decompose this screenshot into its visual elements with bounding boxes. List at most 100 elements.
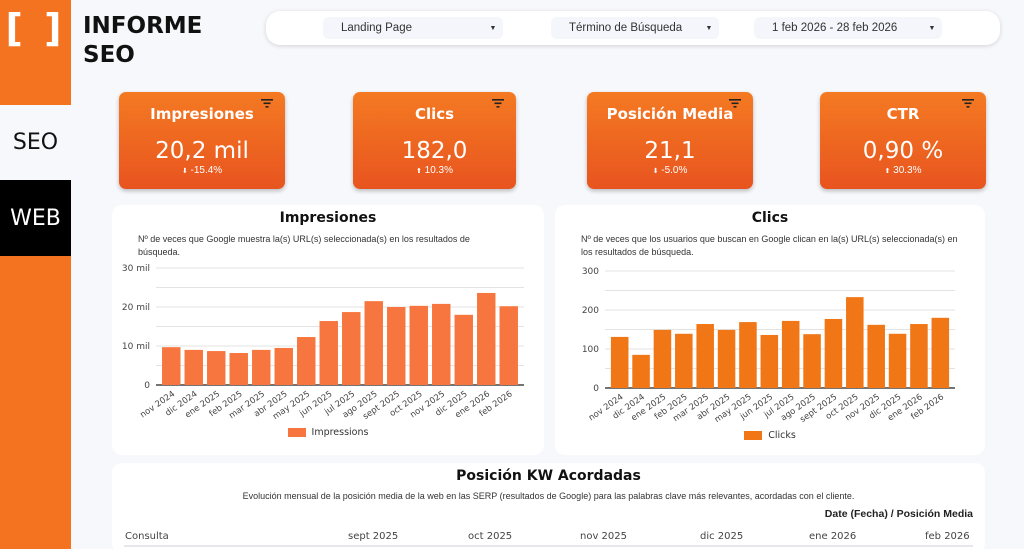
kpi-card-clicks: Clics 182,0 ⬆ 10.3% [353, 92, 516, 189]
bar[interactable] [717, 329, 736, 388]
column-header-query[interactable]: Consulta [125, 531, 169, 542]
bar[interactable] [867, 324, 885, 388]
table-title: Posición KW Acordadas [456, 468, 641, 484]
date-range-label: 1 feb 2026 - 28 feb 2026 [772, 22, 898, 34]
bar[interactable] [499, 306, 518, 385]
chart-description: Nº de veces que los usuarios que buscan … [581, 234, 958, 257]
bar[interactable] [207, 351, 226, 385]
column-header-feb-2026[interactable]: feb 2026 [925, 531, 970, 542]
column-header-nov-2025[interactable]: nov 2025 [580, 531, 628, 542]
column-header-dic-2025[interactable]: dic 2025 [700, 531, 744, 542]
bar[interactable] [319, 321, 338, 385]
kpi-title: Posición Media [606, 105, 734, 123]
legend-label: Impressions [311, 427, 369, 438]
bar[interactable] [610, 336, 629, 388]
bar[interactable] [342, 312, 361, 385]
svg-text:300: 300 [582, 267, 599, 277]
bar[interactable] [229, 353, 248, 385]
kpi-delta: ⬇ -5.0% [652, 165, 688, 176]
legend-swatch [287, 428, 306, 437]
caret-down-icon: ▼ [928, 24, 936, 32]
kpi-delta: ⬆ 30.3% [884, 165, 922, 176]
table-group-header: Date (Fecha) / Posición Media [824, 508, 973, 520]
filter-icon[interactable] [729, 99, 741, 108]
bar[interactable] [162, 347, 181, 385]
table-description: Evolución mensual de la posición media d… [242, 491, 855, 501]
arrow-down-icon: ⬇ [181, 168, 188, 175]
kpi-value: 21,1 [644, 138, 696, 164]
column-header-oct-2025[interactable]: oct 2025 [468, 531, 513, 542]
bar[interactable] [675, 333, 693, 388]
caret-down-icon: ▼ [705, 24, 713, 32]
chart-title: Clics [751, 210, 789, 226]
column-header-sept-2025[interactable]: sept 2025 [348, 531, 399, 542]
svg-text:20 mil: 20 mil [122, 303, 150, 313]
chart-legend: Clicks [555, 430, 985, 441]
bar[interactable] [274, 347, 293, 385]
bar[interactable] [888, 333, 907, 388]
search-term-filter-label: Término de Búsqueda [569, 22, 683, 34]
bar[interactable] [364, 301, 383, 385]
bar[interactable] [387, 307, 406, 385]
bar[interactable] [739, 322, 757, 388]
column-header-ene-2026[interactable]: ene 2026 [809, 531, 857, 542]
kpi-value: 182,0 [401, 138, 468, 164]
svg-text:100: 100 [582, 345, 599, 355]
chart-legend: Impressions [112, 427, 544, 438]
filter-icon[interactable] [492, 99, 504, 108]
bar[interactable] [297, 337, 316, 385]
bar[interactable] [846, 297, 864, 388]
bar[interactable] [454, 314, 473, 385]
kw-position-table: Posición KW Acordadas Evolución mensual … [112, 463, 985, 549]
svg-text:0: 0 [144, 381, 150, 391]
sidebar-item-label: WEB [10, 205, 61, 231]
bar[interactable] [803, 334, 821, 388]
page-title-line2: SEO [83, 42, 135, 68]
bar[interactable] [910, 324, 928, 388]
caret-down-icon: ▼ [489, 24, 497, 32]
bar[interactable] [696, 324, 714, 388]
bar[interactable] [432, 303, 451, 385]
arrow-up-icon: ⬆ [415, 168, 422, 175]
sidebar-item-label: SEO [12, 130, 59, 155]
bar[interactable] [632, 354, 650, 388]
chart-description: Nº de veces que Google muestra la(s) URL… [138, 234, 470, 257]
table-header-row: Consulta sept 2025 oct 2025 nov 2025 dic… [124, 525, 973, 547]
svg-text:200: 200 [582, 306, 599, 316]
arrow-down-icon: ⬇ [652, 168, 659, 175]
landing-page-filter[interactable]: Landing Page ▼ [323, 17, 503, 39]
bar[interactable] [760, 334, 779, 388]
kpi-title: Clics [414, 105, 455, 123]
sidebar-item-seo[interactable]: SEO [0, 105, 71, 180]
bar[interactable] [252, 349, 271, 385]
filter-icon[interactable] [962, 99, 974, 108]
bar[interactable] [824, 318, 843, 388]
date-range-picker[interactable]: 1 feb 2026 - 28 feb 2026 ▼ [754, 17, 942, 39]
legend-label: Clicks [768, 430, 796, 441]
arrow-up-icon: ⬆ [884, 168, 891, 175]
bar[interactable] [653, 329, 672, 388]
kpi-value: 20,2 mil [155, 138, 249, 164]
page-title-line1: INFORME [83, 13, 203, 39]
landing-page-filter-label: Landing Page [341, 22, 412, 34]
kpi-card-ctr: CTR 0,90 % ⬆ 30.3% [820, 92, 986, 189]
bar[interactable] [184, 349, 203, 385]
bar[interactable] [781, 320, 800, 388]
bar[interactable] [931, 317, 950, 388]
brackets-logo-icon: [ ] [5, 6, 66, 50]
filter-icon[interactable] [261, 99, 273, 108]
logo-block: [ ] [0, 0, 71, 105]
legend-swatch [744, 431, 763, 440]
kpi-delta: ⬆ 10.3% [415, 165, 453, 176]
svg-text:0: 0 [593, 384, 599, 394]
sidebar-item-web[interactable]: WEB [0, 180, 71, 256]
search-term-filter[interactable]: Término de Búsqueda ▼ [551, 17, 719, 39]
bar[interactable] [477, 292, 496, 385]
bar[interactable] [409, 305, 428, 385]
kpi-delta: ⬇ -15.4% [181, 165, 223, 176]
kpi-value: 0,90 % [862, 138, 944, 164]
kpi-title: CTR [886, 105, 920, 123]
clicks-chart-panel: 0 100 200 300 nov 2024 dic 2024 ene 2025 feb 20… [555, 205, 985, 455]
